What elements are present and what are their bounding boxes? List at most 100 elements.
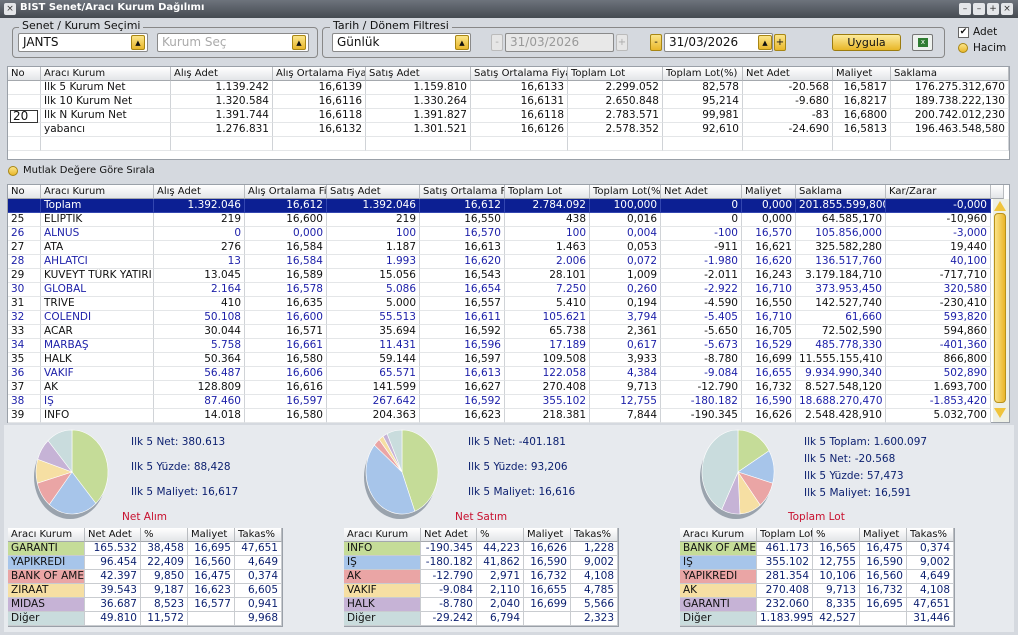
cell-value: 59.144 (327, 353, 420, 367)
sort-option[interactable]: Mutlak Değere Göre Sırala (23, 165, 155, 176)
cell-value: 16,654 (420, 283, 505, 297)
broker-name: İŞ (680, 556, 757, 570)
broker-name: MARBAŞ (41, 339, 154, 353)
cell-value: 2.784.092 (505, 199, 590, 213)
stat-line: Ilk 5 Net: -401.181 (468, 436, 566, 448)
shrink-button[interactable]: – (973, 3, 985, 15)
cell-value: -180.182 (421, 556, 477, 570)
close-window-button[interactable]: × (1001, 3, 1013, 15)
combo-arrow[interactable]: ▲ (131, 35, 145, 50)
broker-name: ATA (41, 241, 154, 255)
broker-name: HALK (344, 598, 421, 612)
end-date[interactable]: 31/03/2026 (664, 33, 773, 52)
cell-value: 96.454 (85, 556, 141, 570)
cell-value: 16,592 (420, 395, 505, 409)
column-header: Maliyet (188, 528, 235, 542)
cell-value: 40,100 (886, 255, 991, 269)
scroll-thumb[interactable] (994, 213, 1006, 403)
row-number: 29 (8, 269, 41, 283)
cell-value: 64.585,170 (796, 213, 886, 227)
cell-value: 16,732 (860, 584, 907, 598)
cell-value: 16,616 (245, 381, 327, 395)
cell-value: 16,627 (420, 381, 505, 395)
cell-value: 1.159.810 (366, 81, 471, 95)
stock-combo[interactable]: JANTS (18, 33, 148, 52)
window-title: BIST Senet/Aracı Kurum Dağılımı (20, 2, 205, 13)
close-button[interactable]: × (4, 3, 16, 15)
combo-arrow[interactable]: ▲ (455, 35, 469, 50)
pie-title: Net Satım (455, 511, 508, 523)
column-header: Toplam Lot(% (590, 185, 661, 199)
cell-value: 219 (154, 213, 245, 227)
cell-value: 1.391.827 (366, 109, 471, 123)
cell-value: 5.086 (327, 283, 420, 297)
scroll-down[interactable] (994, 408, 1006, 418)
maximize-button[interactable]: + (987, 3, 999, 15)
apply-button[interactable]: Uygula (832, 34, 901, 51)
cell-value: 72.502,590 (796, 325, 886, 339)
column-header: Alış Adet (154, 185, 245, 199)
column-header: Satış Adet (327, 185, 420, 199)
date-group (322, 27, 945, 58)
combo-arrow[interactable]: ▲ (292, 35, 306, 50)
excel-button[interactable]: x (912, 34, 933, 51)
cell-value: 1.301.521 (366, 123, 471, 137)
cell-value: 16,578 (245, 283, 327, 297)
cell-value: -190.345 (421, 542, 477, 556)
cell-value: 16,5813 (833, 123, 891, 137)
pie-slice (48, 471, 97, 515)
cell-value: 9.934.990,340 (796, 367, 886, 381)
cell-value: 16,580 (245, 409, 327, 423)
broker-combo[interactable]: Kurum Seç (157, 33, 309, 52)
date-minus[interactable]: - (650, 34, 662, 51)
cell-value: 14.018 (154, 409, 245, 423)
cell-value: 18.688.270,470 (796, 395, 886, 409)
cell-value: 100 (327, 227, 420, 241)
cell-value: -8.780 (421, 598, 477, 612)
cell-value: 136.517,760 (796, 255, 886, 269)
cell-value: 16,597 (420, 353, 505, 367)
pie-slice (401, 429, 439, 512)
scroll-up[interactable] (994, 201, 1006, 211)
cell-value: 204.363 (327, 409, 420, 423)
cell-value: 355.102 (757, 556, 813, 570)
column-header: Aracı Kurum (41, 185, 154, 199)
stat-line: Ilk 5 Maliyet: 16,617 (131, 486, 239, 498)
cell-value: 16,695 (188, 542, 235, 556)
cell-value: 16,611 (420, 311, 505, 325)
cell-value: -190.345 (661, 409, 742, 423)
broker-name: ELİPTİK (41, 213, 154, 227)
cell-value: 9,187 (141, 584, 188, 598)
broker-table: No Aracı Kurum Alış Adet Alış Ortalama Fiy S… (7, 184, 1010, 423)
date-plus[interactable]: + (774, 34, 786, 51)
cell-value: -2.922 (661, 283, 742, 297)
date-plus: + (616, 34, 628, 51)
period-combo[interactable]: Günlük (332, 33, 471, 52)
column-header: Alış Adet (171, 67, 273, 81)
stat-line: Ilk 5 Maliyet: 16,591 (804, 487, 912, 499)
cell-value: 16,6118 (273, 109, 366, 123)
cell-value: 16,6126 (471, 123, 568, 137)
column-header: Maliyet (524, 528, 571, 542)
pie-chart (364, 429, 439, 519)
cell-value: 2.164 (154, 283, 245, 297)
cell-value: 8.527.548,120 (796, 381, 886, 395)
stat-line: Ilk 5 Toplam: 1.600.097 (804, 436, 928, 448)
empty-cell (471, 137, 568, 151)
date-arrow[interactable]: ▲ (758, 35, 772, 50)
radio[interactable] (958, 43, 968, 53)
cell-value: 2.650.848 (568, 95, 663, 109)
broker-name: Diğer (344, 612, 421, 626)
cell-value: 65.571 (327, 367, 420, 381)
cell-value: 16,600 (245, 311, 327, 325)
cell-value: 15.056 (327, 269, 420, 283)
mode-option[interactable]: Adet (973, 26, 998, 38)
radio[interactable] (8, 166, 18, 176)
minimize-button[interactable]: – (959, 3, 971, 15)
cell-value: 0,072 (590, 255, 661, 269)
n-input[interactable]: 20 (10, 110, 38, 123)
mode-option[interactable]: Hacim (973, 42, 1007, 54)
cell-value: 9,713 (813, 584, 860, 598)
cell-value: 16,543 (420, 269, 505, 283)
checkbox[interactable]: ✔ (958, 27, 969, 38)
